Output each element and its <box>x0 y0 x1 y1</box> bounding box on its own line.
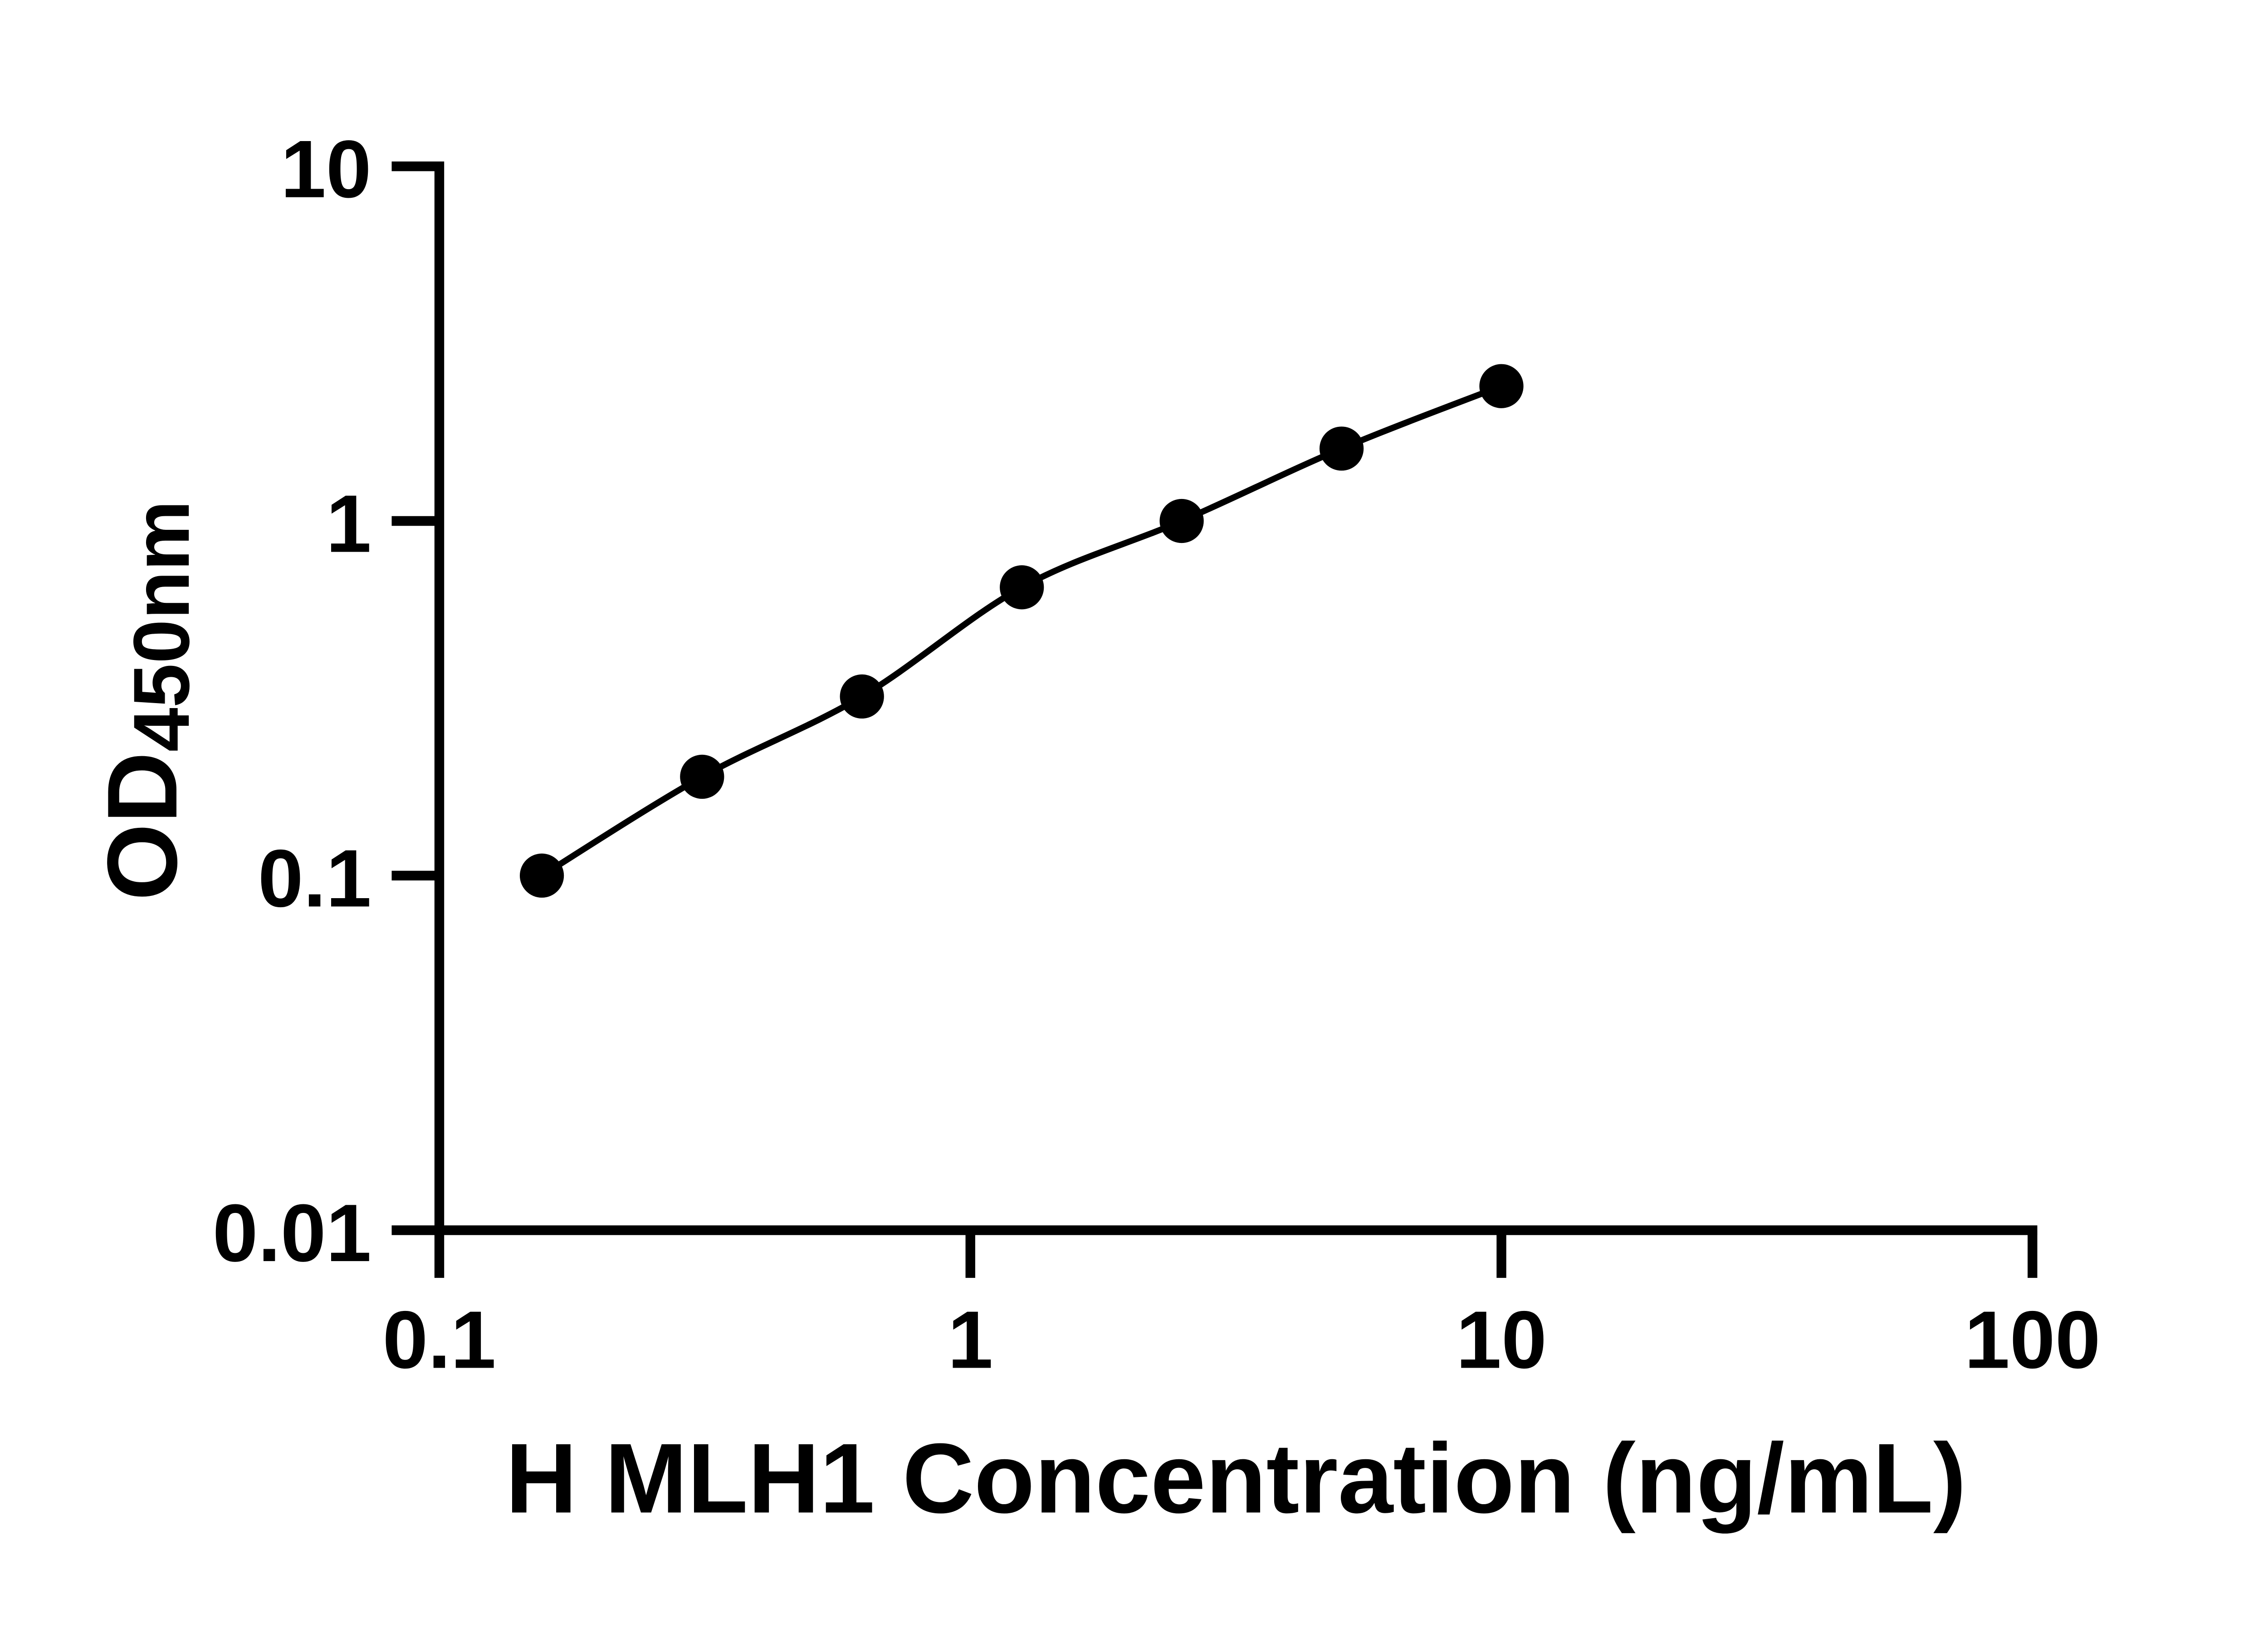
y-tick-label-0.01: 0.01 <box>213 1188 371 1279</box>
axes <box>434 161 2038 1235</box>
x-tick-label-1: 1 <box>948 1294 993 1385</box>
data-points <box>519 364 1524 898</box>
y-tick-label-0.1: 0.1 <box>258 833 371 924</box>
x-tick-label-100: 100 <box>1965 1294 2101 1385</box>
data-point-2 <box>680 754 724 799</box>
x-axis-title: H MLH1 Concentration (ng/mL) <box>505 1423 1966 1534</box>
data-point-5 <box>1159 499 1204 543</box>
data-point-7 <box>1479 364 1524 408</box>
y-axis-title-main: OD <box>87 752 198 900</box>
data-point-1 <box>519 853 564 898</box>
tick-marks <box>391 161 2038 1278</box>
data-point-4 <box>1000 565 1044 610</box>
y-tick-label-1: 1 <box>326 479 371 570</box>
y-axis-title: OD450nm <box>87 500 206 901</box>
x-tick-label-10: 10 <box>1456 1294 1547 1385</box>
y-tick-label-10: 10 <box>281 124 371 215</box>
data-point-3 <box>840 674 884 719</box>
y-axis-title-subscript: 450nm <box>117 500 206 752</box>
x-tick-label-0.1: 0.1 <box>382 1294 496 1385</box>
data-point-6 <box>1319 426 1364 471</box>
